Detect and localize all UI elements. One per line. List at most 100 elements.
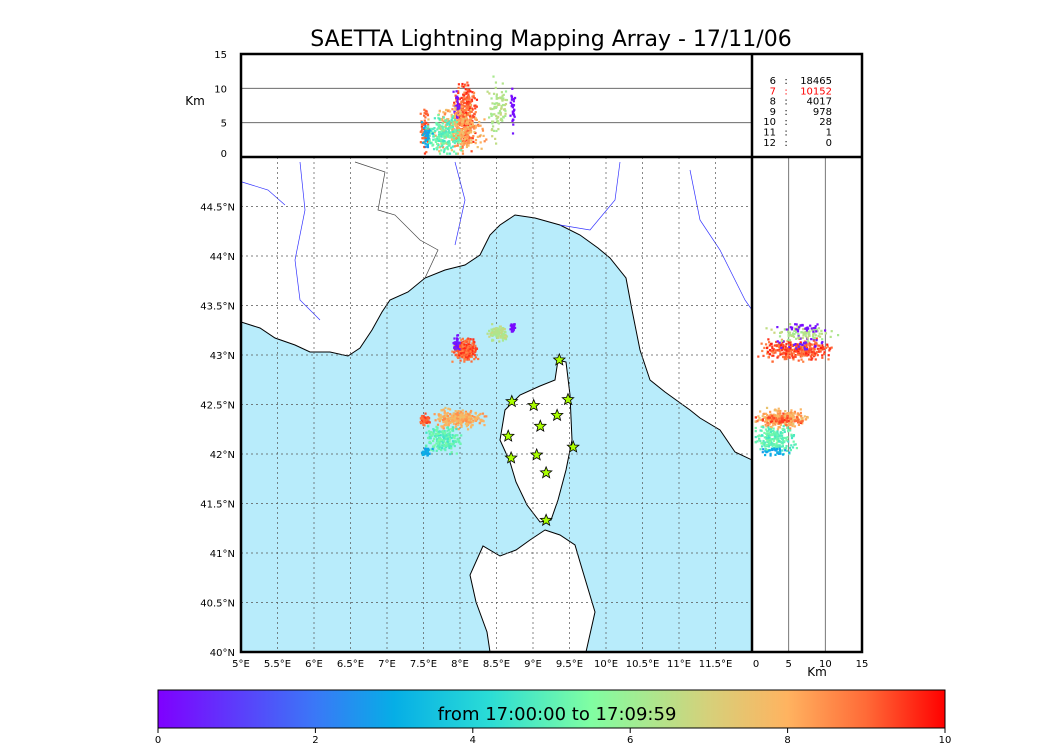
lightning-source: [446, 430, 449, 433]
lightning-source-side: [800, 422, 804, 425]
lightning-source-altitude: [461, 82, 464, 86]
station-star-icon: [561, 392, 575, 406]
lightning-source-side: [772, 427, 775, 430]
lightning-source-side: [810, 338, 813, 341]
lightning-source-altitude: [495, 97, 498, 100]
lightning-source-side: [789, 333, 792, 337]
lightning-source-altitude: [483, 118, 486, 121]
lightning-source: [512, 326, 516, 330]
lightning-source-altitude: [513, 108, 516, 111]
lightning-source: [495, 332, 498, 335]
lightning-source-altitude: [504, 98, 507, 102]
lightning-source: [479, 418, 482, 421]
lightning-source-side: [818, 344, 821, 347]
lightning-source-altitude: [481, 127, 484, 130]
lightning-source: [456, 356, 459, 359]
lightning-source-altitude: [444, 134, 447, 137]
lightning-source-side: [783, 358, 786, 361]
lightning-source: [467, 356, 470, 359]
lightning-source-altitude: [463, 119, 467, 122]
lat-tick-label: 42°N: [210, 450, 235, 461]
lightning-source: [452, 342, 455, 345]
lightning-source: [435, 429, 438, 432]
lightning-source-side: [765, 406, 769, 410]
lightning-source-altitude: [495, 114, 498, 118]
lightning-source: [457, 341, 461, 344]
lightning-source: [438, 415, 441, 418]
lightning-source-side: [766, 435, 769, 438]
lightning-source-altitude: [452, 90, 455, 93]
lightning-source-side: [770, 418, 774, 421]
lightning-source-side: [812, 348, 815, 351]
lightning-source-altitude: [453, 115, 457, 118]
lightning-source: [456, 421, 460, 424]
lightning-source-altitude: [423, 114, 426, 117]
lon-tick-label: 5.5°E: [264, 659, 291, 670]
lightning-source-altitude: [460, 149, 463, 152]
lightning-source-side: [759, 429, 762, 432]
lightning-source-side: [789, 326, 792, 329]
lightning-source: [467, 346, 470, 349]
lightning-source-side: [816, 330, 819, 333]
lightning-source: [457, 415, 460, 419]
lightning-source: [491, 329, 494, 333]
lightning-source-altitude: [452, 115, 455, 118]
lightning-source-side: [757, 415, 760, 418]
lightning-source-altitude: [511, 118, 515, 121]
lightning-source-side: [754, 430, 757, 433]
lightning-source-side: [808, 358, 811, 361]
lightning-source-side: [787, 330, 790, 333]
lightning-source-altitude: [457, 107, 461, 110]
lightning-source: [478, 422, 481, 425]
lightning-source-side: [790, 328, 794, 331]
lightning-source-side: [773, 448, 776, 451]
lightning-source-side: [800, 331, 803, 334]
lightning-source: [472, 349, 476, 352]
lightning-source-altitude: [444, 119, 447, 122]
lightning-source-side: [763, 416, 766, 420]
lightning-source: [476, 415, 479, 418]
lightning-source-side: [771, 414, 774, 418]
lightning-source-side: [800, 420, 803, 423]
lightning-source-altitude: [459, 135, 462, 139]
lightning-source-side: [768, 344, 771, 347]
station-star-icon: [550, 408, 564, 422]
lightning-source-side: [776, 430, 779, 433]
lightning-source: [444, 448, 447, 452]
lightning-source-side: [814, 342, 817, 345]
lightning-source-side: [787, 423, 790, 427]
lightning-source-altitude: [450, 135, 453, 138]
lightning-source: [462, 341, 465, 345]
lightning-source-altitude: [473, 130, 476, 134]
lightning-source: [510, 330, 514, 333]
lightning-source-altitude: [438, 131, 441, 134]
lightning-source-side: [778, 446, 781, 449]
lightning-source-altitude: [488, 92, 491, 95]
lightning-source-side: [762, 426, 765, 429]
lightning-source-side: [764, 412, 768, 415]
lightning-source-altitude: [464, 127, 467, 130]
lightning-source-side: [810, 327, 813, 330]
lightning-source-side: [787, 419, 790, 423]
lightning-source: [474, 412, 477, 415]
lightning-source-altitude: [460, 101, 463, 104]
lightning-source-side: [767, 424, 770, 427]
lightning-source-side: [780, 415, 784, 418]
lightning-source: [456, 345, 459, 348]
lightning-source-side: [791, 343, 794, 346]
lightning-source-side: [792, 343, 796, 347]
lightning-source-altitude: [509, 101, 512, 104]
lightning-source-altitude: [425, 133, 428, 137]
border-line: [354, 161, 439, 279]
lightning-source-side: [767, 356, 770, 359]
lightning-source-altitude: [501, 94, 504, 97]
lightning-source-altitude: [439, 125, 442, 128]
lat-tick-label: 44°N: [210, 252, 235, 263]
lightning-source-altitude: [490, 114, 493, 117]
lightning-source-altitude: [427, 141, 431, 145]
lightning-source-side: [796, 330, 800, 333]
lightning-source-altitude: [501, 99, 504, 102]
lightning-source: [464, 412, 467, 415]
lightning-source: [463, 415, 467, 418]
station-count-value: 4017: [807, 97, 832, 108]
